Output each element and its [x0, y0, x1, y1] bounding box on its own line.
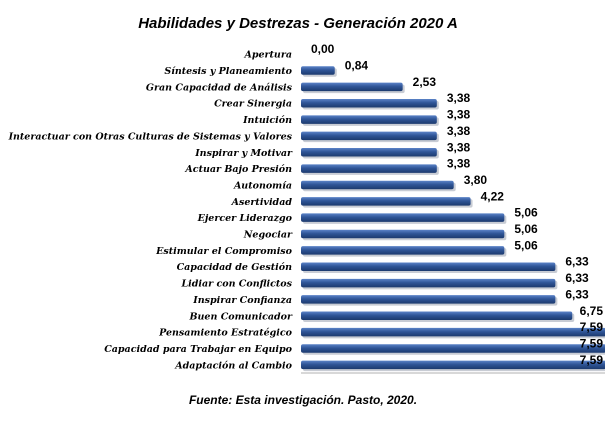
bar — [301, 229, 505, 239]
data-label: 7,59 — [580, 320, 604, 334]
bar — [301, 164, 437, 173]
data-label: 0,84 — [345, 59, 369, 73]
bar — [301, 131, 437, 141]
category-label: Lidiar con Conflictos — [180, 279, 292, 290]
category-label: Negociar — [243, 230, 293, 241]
category-label: Inspirar y Motivar — [194, 148, 293, 159]
data-label: 6,75 — [580, 304, 604, 318]
category-label: Capacidad para Trabajar en Equipo — [104, 344, 292, 355]
bar — [301, 197, 471, 206]
bar — [301, 360, 605, 370]
data-label: 3,38 — [447, 157, 471, 171]
data-label: 3,38 — [447, 91, 471, 105]
category-label: Asertividad — [231, 197, 293, 208]
category-label: Pensamiento Estratégico — [158, 328, 293, 339]
category-label: Ejercer Liderazgo — [197, 213, 293, 224]
data-label: 6,33 — [565, 255, 589, 269]
data-label: 7,59 — [580, 336, 604, 350]
data-label: 5,06 — [514, 238, 538, 252]
bar — [301, 98, 437, 108]
bar — [301, 327, 605, 337]
category-label: Estimular el Compromiso — [155, 246, 293, 257]
category-label: Crear Sinergia — [214, 99, 292, 110]
category-label: Gran Capacidad de Análisis — [146, 82, 293, 93]
bar — [301, 66, 335, 75]
category-label: Síntesis y Planeamiento — [164, 66, 292, 77]
data-label: 3,38 — [447, 124, 471, 138]
bar — [301, 246, 505, 255]
data-label: 3,38 — [447, 108, 471, 122]
category-label: Autonomía — [233, 180, 292, 191]
data-label: 0,00 — [311, 42, 335, 56]
bar — [301, 148, 437, 157]
category-label: Apertura — [243, 50, 292, 61]
data-label: 6,33 — [565, 271, 589, 285]
data-label: 5,06 — [514, 222, 538, 236]
bar — [301, 278, 556, 288]
data-label: 4,22 — [481, 189, 505, 203]
data-label: 7,59 — [580, 353, 604, 367]
category-label: Inspirar Confianza — [192, 295, 292, 306]
data-label: 3,38 — [447, 140, 471, 154]
plot-area: Apertura 0,00 Síntesis y Planeamiento 0,84 G… — [8, 42, 605, 371]
bar — [301, 213, 505, 222]
bar — [301, 295, 556, 304]
bar — [301, 180, 454, 190]
category-label: Capacidad de Gestión — [177, 262, 292, 273]
data-label: 3,80 — [464, 173, 488, 187]
category-label: Actuar Bajo Presión — [184, 164, 292, 175]
chart-title: Habilidades y Destrezas - Generación 202… — [138, 15, 458, 32]
bar — [301, 115, 437, 124]
data-label: 5,06 — [514, 206, 538, 220]
data-label: 6,33 — [565, 287, 589, 301]
bar — [301, 311, 573, 321]
data-label: 2,53 — [413, 75, 437, 89]
source-note: Fuente: Esta investigación. Pasto, 2020. — [189, 393, 417, 407]
bar — [301, 344, 605, 353]
category-label: Adaptación al Cambio — [174, 360, 292, 371]
bar — [301, 82, 403, 92]
bar — [301, 262, 556, 271]
category-label: Interactuar con Otras Culturas de Sistem… — [8, 131, 293, 142]
category-label: Buen Comunicador — [189, 311, 293, 322]
category-label: Intuición — [242, 115, 292, 126]
